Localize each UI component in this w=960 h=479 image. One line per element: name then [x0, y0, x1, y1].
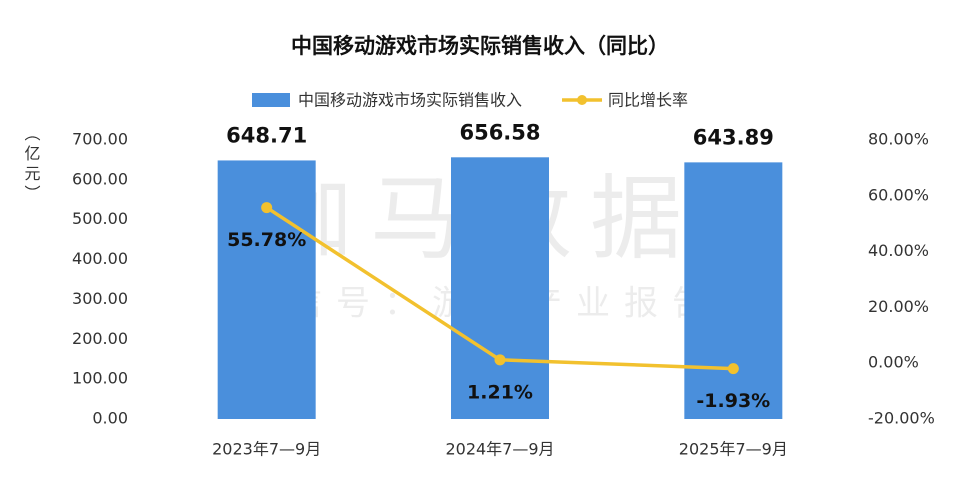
- y-tick-label: 600.00: [72, 169, 128, 188]
- y-tick-label: 0.00: [92, 409, 128, 428]
- line-point: [494, 354, 506, 366]
- x-tick-label: 2023年7—9月: [212, 440, 321, 459]
- y-tick-label: 300.00: [72, 289, 128, 308]
- data-label: 643.89: [693, 125, 774, 149]
- legend-label: 同比增长率: [608, 91, 688, 110]
- data-label: 1.21%: [467, 381, 533, 403]
- x-tick-label: 2024年7—9月: [445, 440, 554, 459]
- y-axis-label: （亿元）: [22, 125, 41, 205]
- y-tick-label: 200.00: [72, 329, 128, 348]
- chart-title: 中国移动游戏市场实际销售收入（同比）: [291, 34, 669, 58]
- legend-label: 中国移动游戏市场实际销售收入: [298, 91, 522, 110]
- data-label: 656.58: [459, 120, 540, 144]
- y2-tick-label: 60.00%: [868, 185, 929, 204]
- legend-swatch: [252, 93, 290, 107]
- line-point: [261, 202, 273, 214]
- y-tick-label: 500.00: [72, 209, 128, 228]
- bar: [451, 157, 549, 419]
- y2-tick-label: 80.00%: [868, 130, 929, 149]
- y2-tick-label: 40.00%: [868, 241, 929, 260]
- line-point: [727, 363, 739, 375]
- data-label: 55.78%: [227, 229, 306, 251]
- y2-tick-label: 20.00%: [868, 297, 929, 316]
- data-label: -1.93%: [696, 390, 770, 412]
- x-tick-label: 2025年7—9月: [679, 440, 788, 459]
- y-tick-label: 100.00: [72, 369, 128, 388]
- y2-tick-label: 0.00%: [868, 353, 919, 372]
- y-tick-label: 400.00: [72, 249, 128, 268]
- bar: [217, 160, 316, 419]
- y2-tick-label: -20.00%: [868, 409, 935, 428]
- y-tick-label: 700.00: [72, 130, 128, 149]
- legend-swatch: [577, 95, 588, 105]
- data-label: 648.71: [226, 123, 307, 147]
- bar: [684, 162, 783, 420]
